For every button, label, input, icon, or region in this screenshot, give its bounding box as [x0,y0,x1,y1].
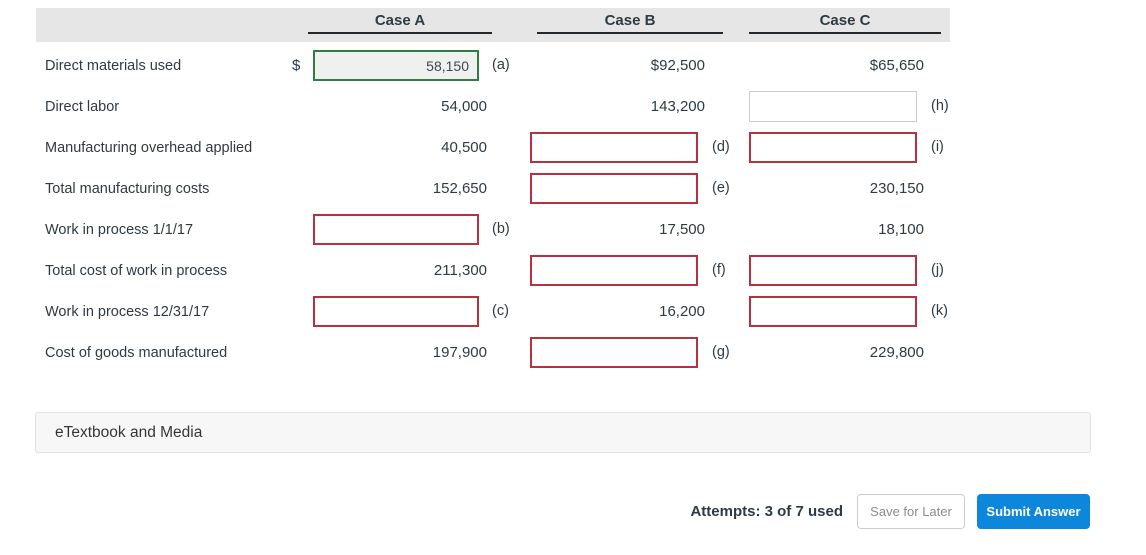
row-label: Manufacturing overhead applied [45,139,253,156]
letter-label: (a) [492,57,510,73]
answer-input-d[interactable] [530,132,698,163]
cell-value-case-a: 197,900 [432,344,487,361]
cell-value-case-a: 211,300 [433,262,487,279]
answer-input-b[interactable] [313,214,479,245]
letter-label: (j) [931,262,944,278]
table-row: Manufacturing overhead applied 40,500 (d) (… [0,127,1146,168]
cell-value-case-c: $65,650 [869,57,924,74]
answer-input-g[interactable] [530,337,698,368]
table-row: Work in process 1/1/17 (b) 17,500 18,100 [0,209,1146,250]
cell-value-case-a: 54,000 [441,98,487,115]
letter-label: (k) [931,303,948,319]
dollar-sign-label: $ [292,57,301,74]
row-label: Work in process 12/31/17 [45,303,210,320]
table-header-bar [36,8,950,42]
letter-label: (e) [712,180,730,196]
answer-input-h[interactable] [749,91,917,122]
column-header-case-b: Case B [537,12,723,34]
footer-actions: Attempts: 3 of 7 used Save for Later Sub… [0,494,1146,529]
etextbook-and-media-section[interactable]: eTextbook and Media [35,412,1091,453]
table-row: Direct materials used $ (a) $92,500 $65,650 [0,45,1146,86]
table-row: Total manufacturing costs 152,650 (e) 230,1… [0,168,1146,209]
column-header-case-a: Case A [308,12,492,34]
row-label: Direct labor [45,98,120,115]
answer-input-k[interactable] [749,296,917,327]
submit-answer-button[interactable]: Submit Answer [977,494,1090,529]
row-label: Cost of goods manufactured [45,344,228,361]
cell-value-case-b: 16,200 [659,303,705,320]
cell-value-case-b: 17,500 [659,221,705,238]
answer-input-j[interactable] [749,255,917,286]
letter-label: (f) [712,262,726,278]
answer-input-e[interactable] [530,173,698,204]
cell-value-case-a: 152,650 [432,180,487,197]
letter-label: (i) [931,139,944,155]
row-label: Total cost of work in process [45,262,228,279]
row-label: Total manufacturing costs [45,180,210,197]
table-row: Cost of goods manufactured 197,900 (g) 229,… [0,332,1146,373]
cell-value-case-c: 229,800 [869,344,924,361]
table-row: Direct labor 54,000 143,200 (h) [0,86,1146,127]
letter-label: (b) [492,221,510,237]
answer-input-f[interactable] [530,255,698,286]
table-row: Work in process 12/31/17 (c) 16,200 (k) [0,291,1146,332]
cell-value-case-c: 18,100 [878,221,924,238]
cell-value-case-b: $92,500 [650,57,705,74]
column-header-case-c: Case C [749,12,941,34]
cell-value-case-b: 143,200 [650,98,705,115]
table-row: Total cost of work in process 211,300 (f) (… [0,250,1146,291]
answer-input-a[interactable] [313,50,479,81]
save-for-later-button[interactable]: Save for Later [857,494,965,529]
letter-label: (h) [931,98,949,114]
letter-label: (c) [492,303,509,319]
cell-value-case-a: 40,500 [441,139,487,156]
row-label: Work in process 1/1/17 [45,221,194,238]
answer-input-i[interactable] [749,132,917,163]
row-label: Direct materials used [45,57,182,74]
cell-value-case-c: 230,150 [869,180,924,197]
letter-label: (d) [712,139,730,155]
letter-label: (g) [712,344,730,360]
attempts-counter: Attempts: 3 of 7 used [690,503,843,520]
answer-input-c[interactable] [313,296,479,327]
